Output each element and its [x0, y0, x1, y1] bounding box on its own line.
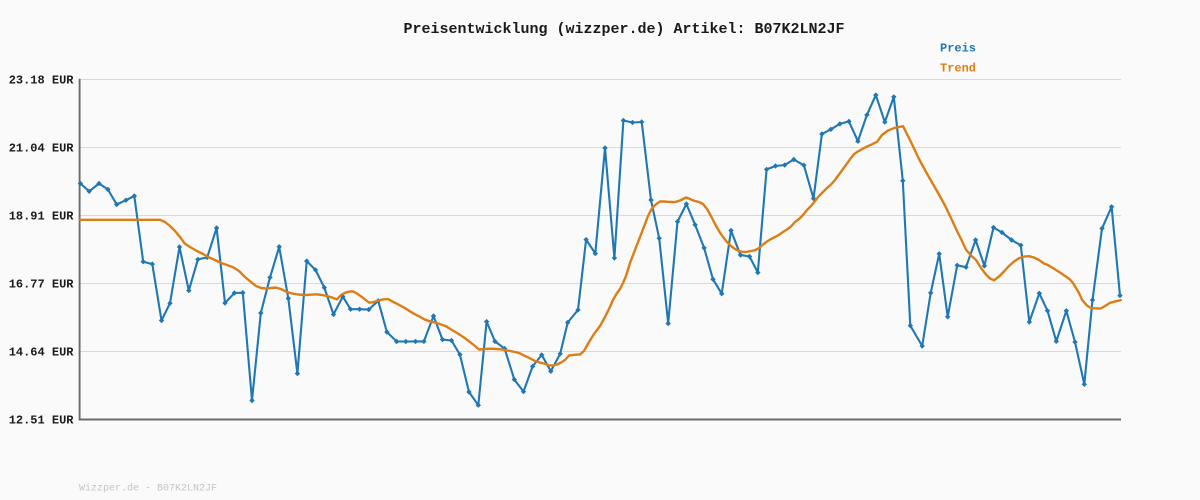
svg-text:18.91 EUR: 18.91 EUR: [9, 210, 75, 224]
svg-text:Preis: Preis: [940, 41, 976, 55]
svg-text:Trend: Trend: [940, 61, 976, 75]
svg-text:21.04 EUR: 21.04 EUR: [9, 142, 75, 156]
svg-text:23.18 EUR: 23.18 EUR: [9, 74, 75, 88]
svg-text:16.77 EUR: 16.77 EUR: [9, 278, 75, 292]
svg-text:Wizzper.de - B07K2LN2JF: Wizzper.de - B07K2LN2JF: [79, 483, 217, 495]
svg-text:12.51 EUR: 12.51 EUR: [9, 414, 75, 428]
svg-text:14.64 EUR: 14.64 EUR: [9, 346, 75, 360]
svg-text:Preisentwicklung (wizzper.de): Preisentwicklung (wizzper.de) Artikel: B…: [403, 21, 844, 38]
